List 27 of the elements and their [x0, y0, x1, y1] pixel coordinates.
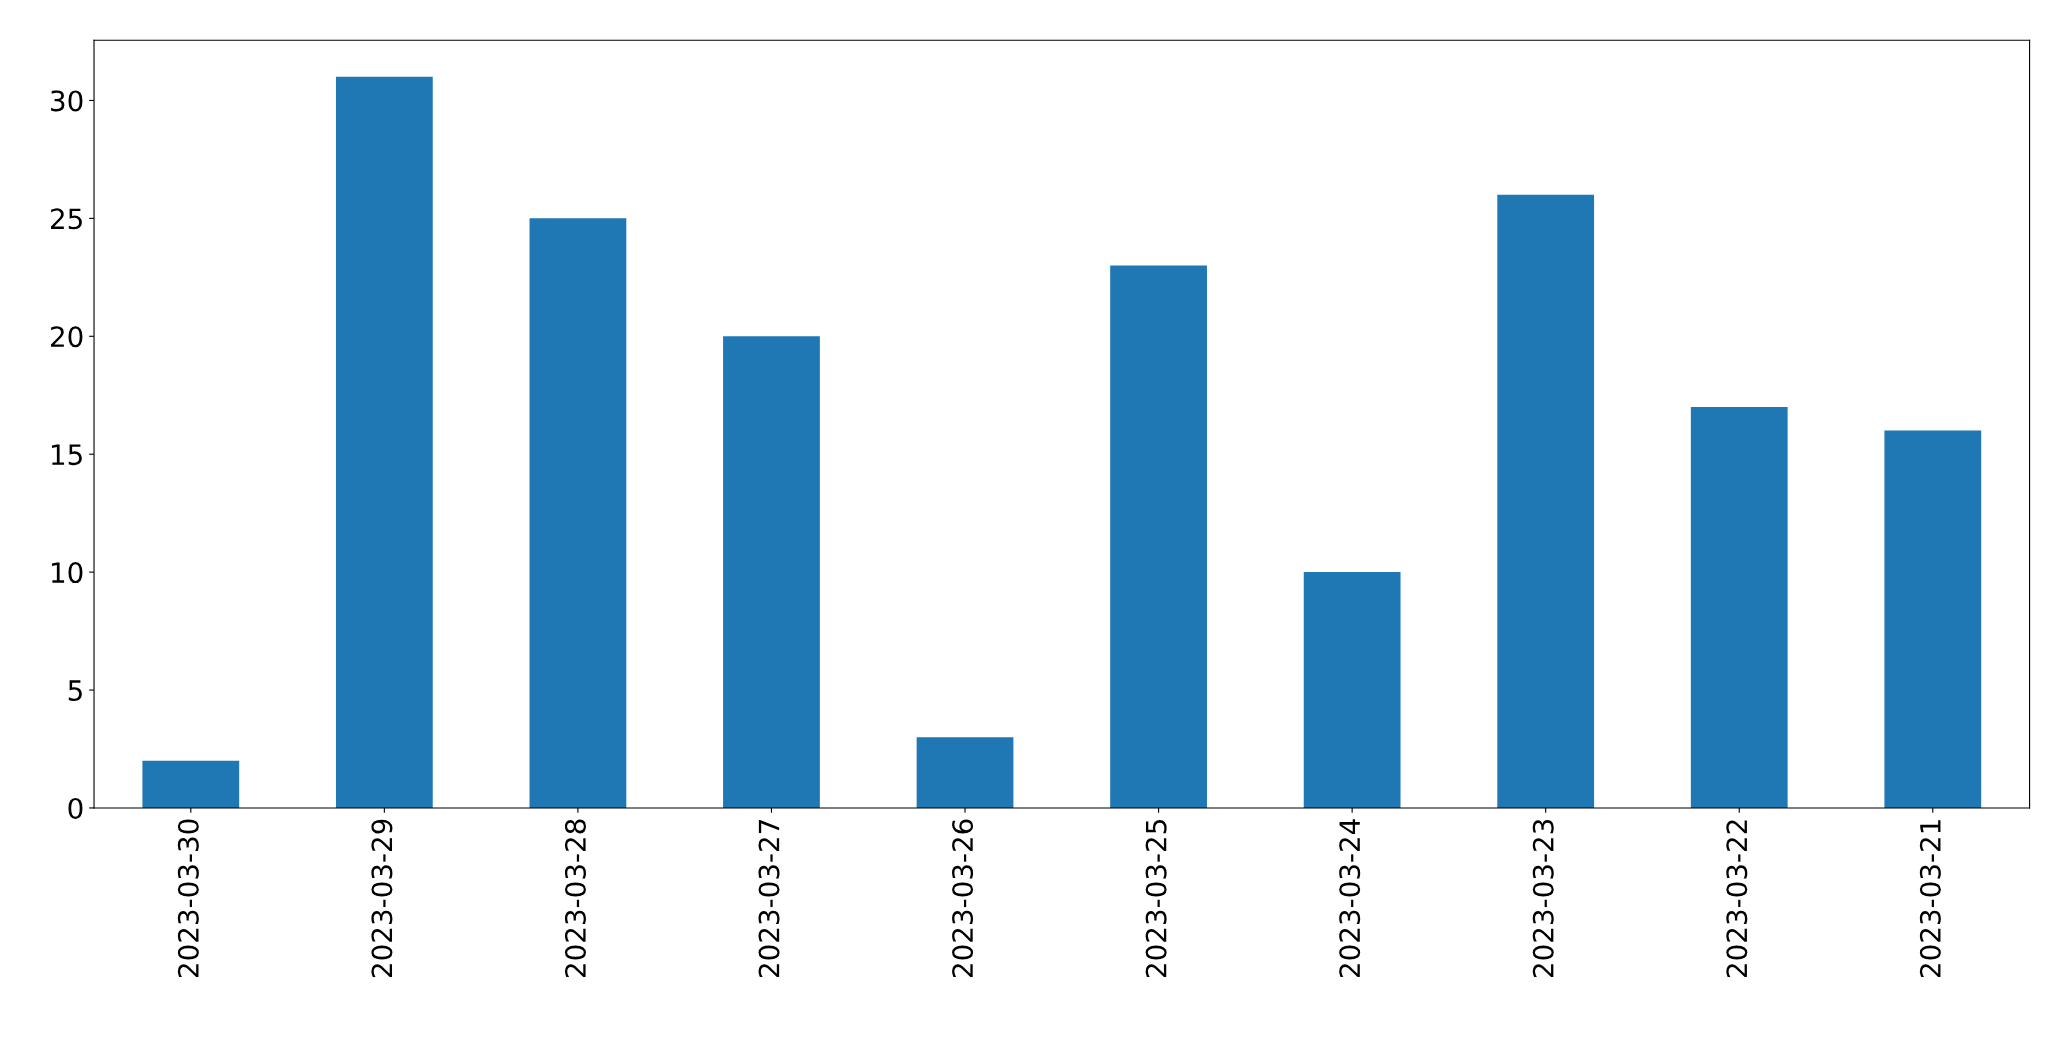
- bar: [916, 737, 1014, 808]
- bar: [529, 218, 627, 808]
- y-tick-label: 20: [50, 326, 83, 348]
- bar: [1690, 407, 1788, 808]
- y-tick-label: 5: [68, 680, 82, 701]
- y-tick-label: 0: [68, 797, 83, 819]
- bar: [1884, 430, 1982, 808]
- bar: [1303, 572, 1401, 808]
- bar: [1110, 265, 1207, 808]
- x-tick-label: 2023-03-30: [177, 819, 199, 978]
- x-tick-label: 2023-03-21: [1919, 820, 1941, 978]
- x-tick-label: 2023-03-27: [758, 820, 780, 978]
- bar: [142, 760, 240, 808]
- y-tick-label: 30: [51, 90, 83, 112]
- x-tick-label: 2023-03-24: [1339, 819, 1361, 978]
- x-tick-label: 2023-03-23: [1532, 819, 1554, 978]
- y-tick-label: 10: [52, 562, 83, 584]
- x-tick-label: 2023-03-26: [952, 819, 974, 978]
- y-tick-label: 25: [50, 208, 82, 230]
- bar: [335, 76, 433, 808]
- x-tick-label: 2023-03-22: [1726, 820, 1748, 978]
- x-tick-label: 2023-03-29: [371, 819, 393, 978]
- x-tick-label: 2023-03-28: [564, 819, 586, 978]
- bar: [1497, 194, 1595, 808]
- y-tick-label: 15: [52, 444, 82, 466]
- bar: [723, 336, 820, 808]
- x-tick-label: 2023-03-25: [1145, 820, 1167, 978]
